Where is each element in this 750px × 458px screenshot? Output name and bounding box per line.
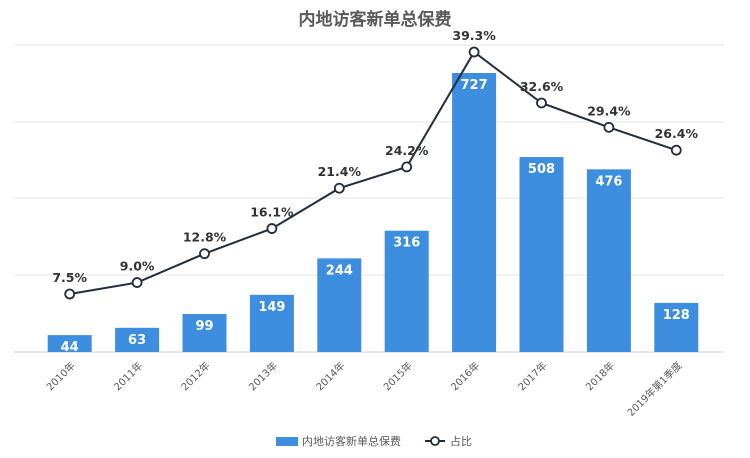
bar [249, 294, 294, 352]
line-marker [468, 46, 480, 58]
bar [586, 169, 631, 352]
legend-bar-swatch [276, 437, 298, 446]
line-path [69, 50, 677, 295]
percent-label: 26.4% [655, 126, 699, 141]
line-marker [199, 248, 210, 260]
x-tick-label: 2014年 [313, 359, 347, 393]
x-tick-label: 2017年 [515, 359, 549, 393]
bar [384, 230, 429, 352]
bar [452, 73, 497, 352]
line-marker [401, 161, 413, 173]
x-tick-label: 2012年 [178, 359, 212, 393]
bar-value-label: 44 [61, 340, 79, 355]
percent-label: 16.1% [250, 205, 294, 220]
bar-value-label: 316 [393, 236, 420, 251]
x-tick-label: 2016年 [448, 359, 482, 393]
line-series: 7.5% 9.0% 12.8% 16.1% 21.4% 24.2% 39.3% 32.6% 29… [52, 28, 699, 300]
bar [317, 258, 362, 352]
line-marker [64, 288, 76, 300]
bar-value-label: 244 [326, 263, 353, 278]
bar [182, 314, 227, 352]
bar [654, 302, 699, 352]
bar-value-label: 128 [663, 308, 690, 323]
bar-value-label: 149 [258, 300, 285, 315]
legend-line-label: 占比 [450, 434, 472, 448]
bar [115, 327, 160, 352]
x-tick-label: 2011年 [111, 359, 145, 393]
line-marker [333, 182, 345, 194]
line-marker [131, 277, 143, 288]
percent-label: 24.2% [385, 143, 429, 158]
x-tick-label: 2018年 [583, 359, 617, 393]
percent-label: 7.5% [52, 270, 87, 285]
x-tick-label: 2013年 [246, 359, 280, 393]
line-marker [670, 144, 682, 156]
line-marker [603, 121, 615, 133]
line-marker [266, 223, 278, 234]
percent-label: 29.4% [587, 103, 631, 118]
legend: 内地访客新单总保费 占比 [276, 434, 472, 448]
bar-value-label: 508 [528, 162, 555, 177]
line-marker [536, 97, 547, 109]
percent-label: 9.0% [120, 259, 155, 274]
bar [47, 335, 92, 352]
percent-label: 39.3% [452, 28, 496, 43]
bar [519, 157, 564, 352]
legend-bar-label: 内地访客新单总保费 [302, 434, 401, 448]
bar-value-label: 99 [195, 319, 213, 334]
bar-value-label: 63 [128, 333, 146, 348]
x-tick-label: 2015年 [381, 359, 415, 393]
bar-value-label: 727 [461, 78, 488, 93]
x-tick-label: 2010年 [44, 359, 78, 393]
percent-label: 32.6% [520, 79, 564, 94]
percent-label: 12.8% [183, 230, 227, 245]
x-tick-label: 2019年第1季度 [624, 359, 684, 419]
legend-line-marker [430, 436, 440, 446]
bar-series: 44 63 99 149 244 316 727 508 476 128 [47, 73, 699, 355]
chart-title: 内地访客新单总保费 [299, 9, 452, 30]
bar-value-label: 476 [595, 174, 622, 189]
x-axis: 2010年 2011年 2012年 2013年 2014年 2015年 2016年 2017年… [44, 359, 685, 419]
percent-label: 21.4% [318, 164, 362, 179]
